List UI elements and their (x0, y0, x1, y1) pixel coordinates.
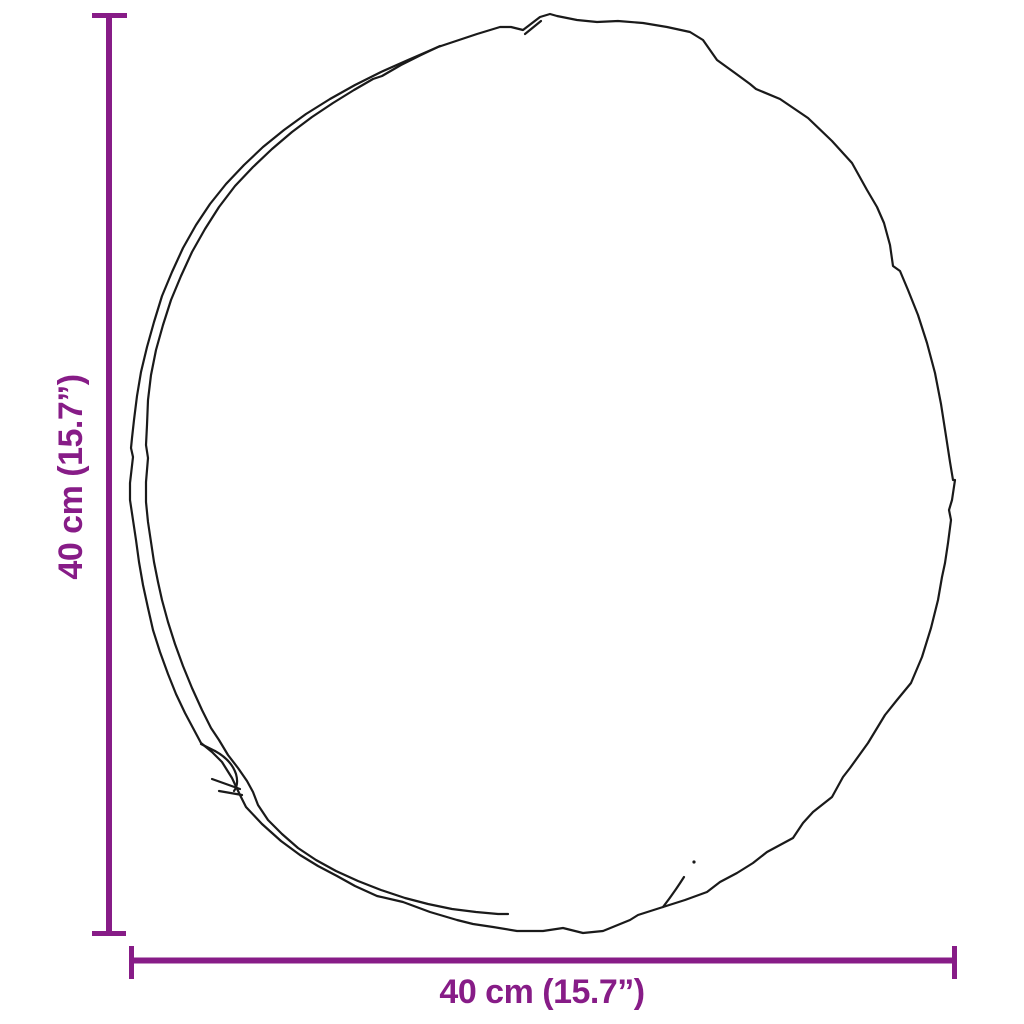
width-dimension-label: 40 cm (15.7”) (439, 973, 645, 1011)
cushion-outline (128, 12, 957, 935)
cushion-pleat-bottom-stroke (217, 789, 244, 797)
cushion-inner-fold-line (144, 44, 510, 916)
cushion-peak-fold-stroke (523, 19, 543, 36)
height-dimension-label: 40 cm (15.7”) (52, 374, 90, 580)
cushion-stitch-dot (692, 860, 696, 864)
cushion-pleat-cross-stroke (210, 777, 242, 791)
height-dimension-line (92, 13, 127, 936)
cushion-outer-edge (128, 12, 957, 935)
cushion-wrinkle-stroke (661, 875, 686, 909)
width-dimension-line (129, 946, 957, 979)
cushion-pleat-top-stroke (199, 742, 217, 753)
